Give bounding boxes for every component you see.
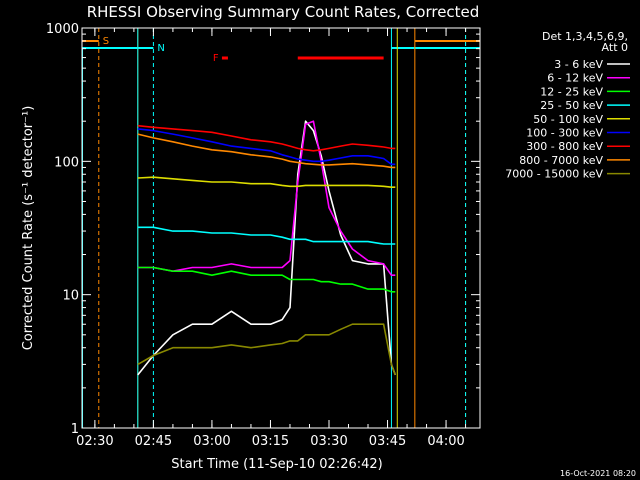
legend-label: 800 - 7000 keV: [519, 154, 603, 167]
x-tick-label: 03:30: [310, 434, 347, 449]
y-tick-label: 1: [71, 422, 79, 437]
series-line-7000-15000-kev: [137, 323, 397, 376]
x-tick-label: 02:30: [76, 434, 113, 449]
legend-header-line-2: Att 0: [602, 41, 628, 54]
x-tick-label: 04:00: [427, 434, 464, 449]
legend-label: 300 - 800 keV: [526, 140, 603, 153]
chart-title: RHESSI Observing Summary Count Rates, Co…: [87, 3, 480, 21]
footer-date: 16-Oct-2021 08:20: [560, 469, 636, 478]
x-tick-label: 02:45: [135, 434, 172, 449]
x-tick-label: 03:00: [193, 434, 230, 449]
y-axis-label: Corrected Count Rate (s⁻¹ detector⁻¹): [21, 106, 36, 351]
legend-label: 25 - 50 keV: [540, 99, 603, 112]
series-line-800-7000-kev: [137, 133, 396, 169]
x-tick-label: 03:15: [252, 434, 289, 449]
series-line-100-300-kev: [137, 128, 396, 166]
legend-header-line-1: Det 1,3,4,5,6,9,: [542, 30, 628, 43]
legend-label: 50 - 100 keV: [533, 113, 603, 126]
legend-label: 7000 - 15000 keV: [505, 168, 603, 181]
series-line-6-12-kev: [137, 120, 396, 277]
series-line-12-25-kev: [137, 266, 396, 293]
series-line-300-800-kev: [137, 124, 396, 152]
series-line-50-100-kev: [137, 176, 396, 188]
series-line-25-50-kev: [137, 226, 396, 245]
legend-label: 100 - 300 keV: [526, 127, 603, 140]
saa-marker: S: [103, 36, 109, 47]
y-tick-label: 100: [54, 155, 79, 170]
x-tick-label: 03:45: [369, 434, 406, 449]
series-line-3-6-kev: [137, 120, 397, 376]
legend-label: 12 - 25 keV: [540, 85, 603, 98]
x-axis-label: Start Time (11-Sep-10 02:26:42): [171, 457, 382, 472]
legend-label: 3 - 6 keV: [554, 58, 603, 71]
flare-marker: F: [213, 53, 219, 64]
plot-frame: [81, 27, 481, 429]
y-tick-label: 1000: [46, 22, 79, 37]
night-marker: N: [157, 43, 164, 54]
y-tick-label: 10: [62, 289, 79, 304]
legend-label: 6 - 12 keV: [547, 72, 603, 85]
